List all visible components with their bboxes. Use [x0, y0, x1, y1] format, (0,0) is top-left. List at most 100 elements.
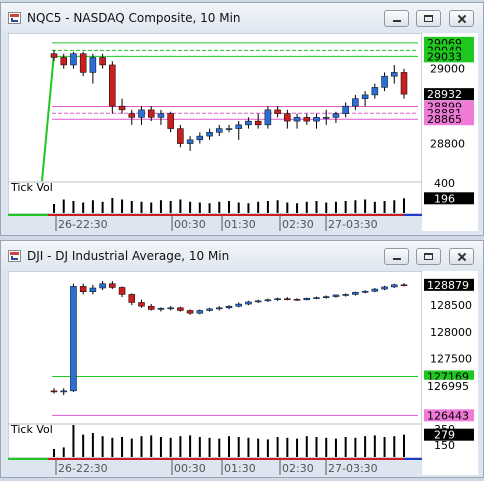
price-label-box [424, 278, 474, 291]
candle-body[interactable] [128, 113, 136, 118]
candle-body[interactable] [147, 109, 155, 118]
candle-body[interactable] [50, 53, 58, 58]
candle-body[interactable] [284, 113, 291, 122]
candle-body[interactable] [109, 64, 116, 107]
candle-body[interactable] [89, 57, 97, 73]
candle-body[interactable] [157, 308, 165, 310]
candle-body[interactable] [89, 287, 97, 292]
volume-label-box [424, 192, 474, 205]
candle-body[interactable] [167, 307, 174, 310]
candle-body[interactable] [254, 120, 262, 126]
minimize-button[interactable] [384, 248, 409, 265]
candle-body[interactable] [235, 303, 242, 307]
candle-body[interactable] [109, 283, 116, 288]
candle-body[interactable] [196, 135, 204, 141]
candle-body[interactable] [274, 298, 281, 301]
candle-body[interactable] [322, 117, 330, 119]
candle-body[interactable] [391, 284, 398, 288]
candle-body[interactable] [147, 305, 155, 310]
candle-body[interactable] [313, 297, 320, 299]
candle-body[interactable] [70, 286, 77, 392]
close-button[interactable] [449, 10, 474, 27]
candle-body[interactable] [235, 124, 242, 129]
candle-body[interactable] [186, 310, 194, 314]
candle-body[interactable] [254, 300, 262, 303]
close-button[interactable] [449, 248, 474, 265]
candle-body[interactable] [128, 294, 136, 303]
candle-body[interactable] [371, 288, 379, 292]
time-tick-label: 27-03:30 [328, 462, 378, 475]
candle-body[interactable] [118, 105, 126, 111]
candle-body[interactable] [79, 286, 87, 293]
candle-body[interactable] [206, 308, 213, 311]
candle-body[interactable] [313, 117, 320, 122]
candle-body[interactable] [245, 301, 252, 305]
candle-body[interactable] [400, 284, 408, 287]
candle-body[interactable] [361, 94, 369, 99]
candle-body[interactable] [245, 120, 252, 126]
candle-body[interactable] [50, 390, 58, 393]
candle-body[interactable] [391, 72, 398, 77]
candle-body[interactable] [177, 307, 184, 311]
candle-body[interactable] [264, 109, 272, 126]
candle-body[interactable] [99, 283, 106, 289]
session-bar-end [404, 458, 422, 460]
dji-candlestick-chart[interactable]: 1285001280001275001270001289081288791271… [8, 271, 478, 477]
plot-area[interactable] [8, 33, 423, 215]
candle-body[interactable] [206, 132, 213, 137]
candle-body[interactable] [293, 299, 301, 301]
candle-body[interactable] [284, 298, 291, 300]
candle-body[interactable] [352, 98, 359, 107]
volume-label: Tick Vol [10, 423, 53, 436]
maximize-button[interactable] [416, 248, 441, 265]
nasdaq-chart-window[interactable]: NQC5 - NASDAQ Composite, 10 Min 29000 289… [0, 2, 484, 236]
candle-body[interactable] [60, 57, 67, 66]
candle-body[interactable] [332, 294, 340, 297]
candle-body[interactable] [303, 117, 311, 122]
candle-body[interactable] [186, 139, 194, 144]
candle-body[interactable] [274, 109, 281, 114]
chart-app-icon [8, 12, 21, 24]
time-tick-label: 00:30 [174, 218, 206, 231]
candle-body[interactable] [361, 290, 369, 293]
price-label: 29033 [427, 50, 462, 63]
candle-body[interactable] [400, 72, 408, 95]
candle-body[interactable] [381, 75, 388, 88]
candle-body[interactable] [342, 294, 349, 296]
candle-body[interactable] [225, 128, 233, 130]
window-titlebar[interactable]: NQC5 - NASDAQ Composite, 10 Min [1, 3, 483, 33]
candle-body[interactable] [342, 105, 349, 114]
window-titlebar[interactable]: DJI - DJ Industrial Average, 10 Min [1, 241, 483, 271]
candle-body[interactable] [216, 128, 223, 133]
candle-body[interactable] [216, 307, 223, 310]
candle-body[interactable] [167, 113, 174, 129]
candle-body[interactable] [293, 117, 301, 122]
candle-body[interactable] [264, 299, 272, 302]
candle-body[interactable] [381, 286, 388, 290]
candle-body[interactable] [303, 297, 311, 301]
candle-body[interactable] [371, 87, 379, 96]
candle-body[interactable] [79, 53, 87, 73]
candle-body[interactable] [138, 302, 145, 307]
volume-label-box [424, 428, 474, 441]
candle-body[interactable] [138, 109, 145, 118]
candle-body[interactable] [177, 128, 184, 144]
candle-body[interactable] [99, 57, 106, 66]
price-label-box [424, 88, 474, 101]
candle-body[interactable] [157, 113, 165, 118]
maximize-button[interactable] [416, 10, 441, 27]
candle-body[interactable] [196, 310, 204, 314]
minimize-button[interactable] [384, 10, 409, 27]
price-tick-label: 127500 [430, 353, 472, 366]
dji-chart-window[interactable]: DJI - DJ Industrial Average, 10 Min 1285… [0, 240, 484, 478]
candle-body[interactable] [225, 305, 233, 309]
candle-body[interactable] [322, 296, 330, 298]
candle-body[interactable] [70, 53, 77, 66]
nasdaq-candlestick-chart[interactable]: 2900028900288002906929049290332893228899… [8, 33, 478, 233]
candle-body[interactable] [332, 113, 340, 118]
candle-body[interactable] [118, 287, 126, 295]
candle-body[interactable] [352, 292, 359, 295]
plot-area[interactable] [8, 271, 423, 459]
price-tick-label: 128500 [430, 299, 472, 312]
candle-body[interactable] [60, 390, 67, 393]
